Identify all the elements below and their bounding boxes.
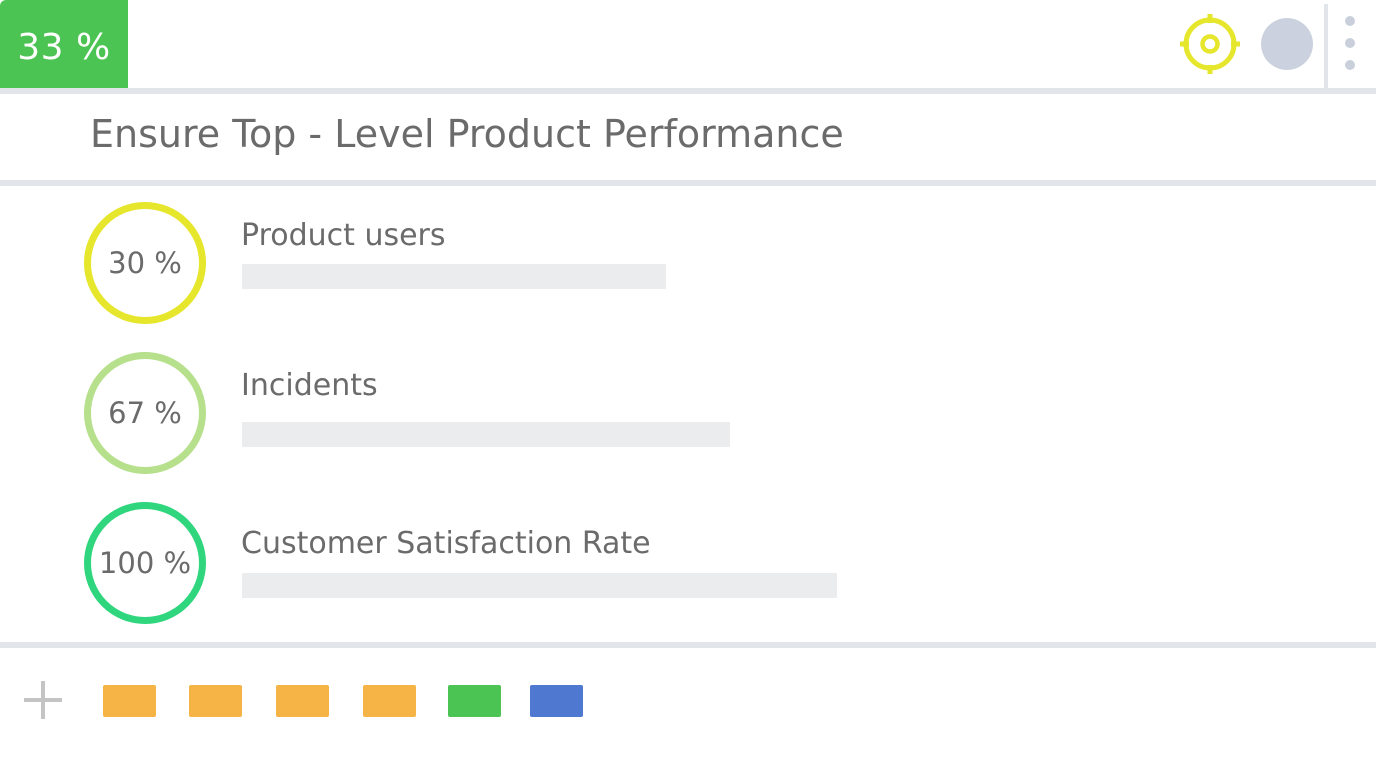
title-divider-line (0, 180, 1376, 186)
header-divider-line (0, 88, 1376, 94)
target-icon[interactable] (1180, 14, 1240, 74)
key-result-row[interactable]: 100 % Customer Satisfaction Rate (0, 502, 1376, 632)
key-result-name[interactable]: Incidents (241, 368, 378, 403)
key-result-name[interactable]: Product users (241, 218, 446, 253)
key-result-progress-ring: 100 % (84, 502, 206, 624)
key-result-bar (242, 264, 666, 289)
key-result-bar (242, 573, 837, 598)
color-chip[interactable] (103, 685, 156, 717)
key-result-name[interactable]: Customer Satisfaction Rate (241, 526, 651, 561)
footer-divider-line (0, 642, 1376, 648)
header-divider (1324, 4, 1328, 90)
key-result-row[interactable]: 30 % Product users (0, 202, 1376, 332)
objective-title: Ensure Top - Level Product Performance (90, 112, 844, 156)
color-chip[interactable] (448, 685, 501, 717)
key-result-progress-label: 30 % (108, 246, 182, 280)
color-chip[interactable] (363, 685, 416, 717)
kebab-menu-icon[interactable] (1340, 16, 1360, 76)
key-result-progress-ring: 30 % (84, 202, 206, 324)
color-chip[interactable] (276, 685, 329, 717)
color-chip[interactable] (530, 685, 583, 717)
objective-progress-badge: 33 % (0, 0, 128, 94)
key-result-bar (242, 422, 730, 447)
key-result-progress-label: 100 % (98, 546, 192, 580)
key-result-progress-label: 67 % (108, 396, 182, 430)
objective-progress-label: 33 % (17, 26, 111, 68)
key-result-row[interactable]: 67 % Incidents (0, 352, 1376, 482)
avatar[interactable] (1261, 18, 1313, 70)
plus-icon[interactable] (24, 681, 62, 719)
key-result-progress-ring: 67 % (84, 352, 206, 474)
objective-header: 33 % (0, 0, 1376, 96)
color-chip[interactable] (189, 685, 242, 717)
